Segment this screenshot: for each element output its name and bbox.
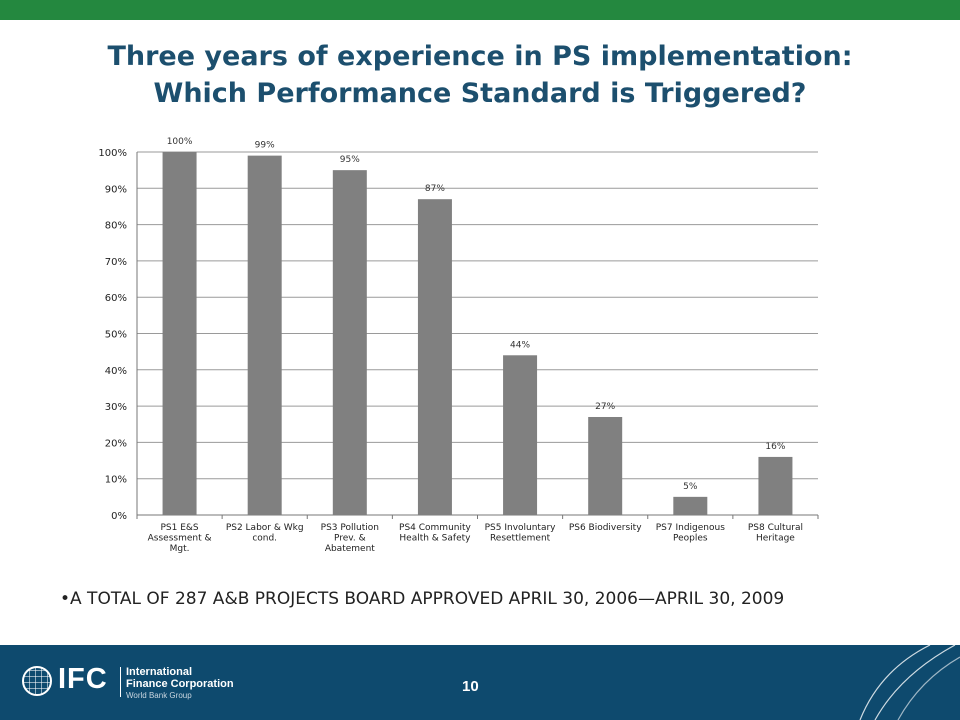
category-label: Peoples xyxy=(673,534,708,544)
category-label: PS2 Labor & Wkg xyxy=(226,523,304,533)
logo-subtitle: World Bank Group xyxy=(126,691,192,700)
category-label: PS1 E&S xyxy=(160,523,198,533)
y-tick-label: 70% xyxy=(105,257,127,268)
logo-name-line-1: International xyxy=(126,666,193,678)
decorative-swooshes xyxy=(859,645,960,720)
data-label: 16% xyxy=(765,442,785,452)
y-tick-label: 0% xyxy=(111,511,127,522)
logo-name-line-2: Finance Corporation xyxy=(126,678,234,690)
y-tick-label: 30% xyxy=(105,402,127,413)
bar xyxy=(332,170,367,515)
category-label: Resettlement xyxy=(490,534,551,544)
bar xyxy=(162,152,197,515)
bar xyxy=(247,155,282,515)
bar xyxy=(503,355,538,515)
data-label: 44% xyxy=(510,340,530,350)
category-label: Abatement xyxy=(325,544,375,554)
y-tick-label: 20% xyxy=(105,438,127,449)
logo-wordmark: IFC xyxy=(58,663,108,695)
bar xyxy=(673,496,708,515)
category-label: Prev. & xyxy=(334,534,366,544)
category-label: Health & Safety xyxy=(399,534,471,544)
footer-bar: IFC International Finance Corporation Wo… xyxy=(0,645,960,720)
category-label: PS5 Involuntary xyxy=(485,523,557,533)
bar xyxy=(758,456,793,515)
data-label: 87% xyxy=(425,184,445,194)
y-tick-label: 80% xyxy=(105,221,127,232)
data-label: 95% xyxy=(340,155,360,165)
category-label: Mgt. xyxy=(170,544,190,554)
slide-title: Three years of experience in PS implemen… xyxy=(0,38,960,112)
y-tick-label: 60% xyxy=(105,293,127,304)
logo-divider xyxy=(120,667,121,697)
data-label: 100% xyxy=(167,137,193,147)
category-label: PS8 Cultural xyxy=(748,523,803,533)
category-label: PS4 Community xyxy=(399,523,471,533)
category-label: Heritage xyxy=(756,534,795,544)
y-tick-label: 40% xyxy=(105,366,127,377)
category-label: PS7 Indigenous xyxy=(656,523,725,533)
y-tick-label: 90% xyxy=(105,184,127,195)
projects-note: •A TOTAL OF 287 A&B PROJECTS BOARD APPRO… xyxy=(60,589,785,609)
title-line-2: Which Performance Standard is Triggered? xyxy=(153,78,807,109)
data-label: 5% xyxy=(683,482,698,492)
globe-icon xyxy=(22,666,52,696)
ifc-logo: IFC International Finance Corporation Wo… xyxy=(22,663,242,701)
category-label: cond. xyxy=(252,534,277,544)
category-label: PS3 Pollution xyxy=(321,523,379,533)
bar xyxy=(588,416,623,515)
y-tick-label: 50% xyxy=(105,330,127,341)
bar-chart: 0% 10% 20% 30% 40% 50% 60% 70% 80% 90% 100% 100% PS1… xyxy=(98,137,819,554)
top-accent-bar xyxy=(0,0,960,20)
title-line-1: Three years of experience in PS implemen… xyxy=(107,41,853,72)
y-tick-label: 100% xyxy=(98,148,127,159)
logo-name: International Finance Corporation xyxy=(126,666,234,690)
page-number: 10 xyxy=(462,678,479,695)
category-label: Assessment & xyxy=(148,534,212,544)
y-tick-label: 10% xyxy=(105,475,127,486)
data-label: 27% xyxy=(595,402,615,412)
bar xyxy=(417,199,452,515)
category-label: PS6 Biodiversity xyxy=(569,523,642,533)
data-label: 99% xyxy=(255,141,275,151)
